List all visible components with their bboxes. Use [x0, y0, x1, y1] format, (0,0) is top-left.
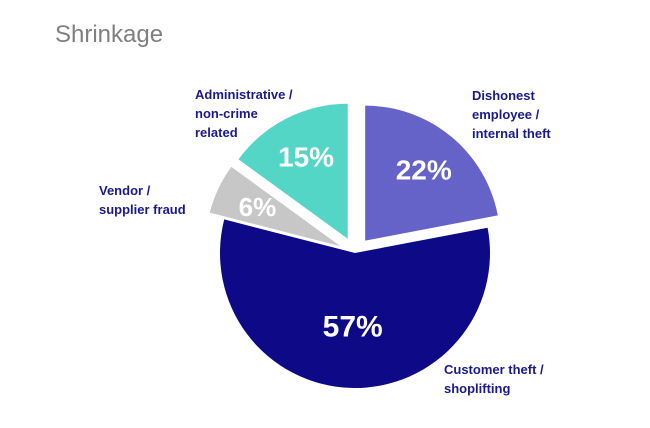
callout-customer-theft: Customer theft / shoplifting [444, 362, 544, 396]
pie-label-vendor-fraud: 6% [239, 192, 277, 222]
pie-label-dishonest-employee: 22% [396, 154, 452, 185]
pie-slice-administrative [238, 103, 348, 239]
pie-slice-vendor-fraud [209, 166, 341, 247]
pie-label-customer-theft: 57% [323, 311, 383, 344]
chart-title: Shrinkage [55, 21, 164, 48]
callout-vendor-fraud: Vendor / supplier fraud [99, 183, 186, 217]
callout-dishonest-employee: Dishonest employee / internal theft [472, 88, 551, 141]
callout-administrative: Administrative / non-crime related [195, 87, 293, 140]
pie-slice-dishonest-employee [365, 105, 498, 241]
pie-slice-customer-theft [219, 219, 490, 388]
pie-label-administrative: 15% [278, 141, 334, 172]
